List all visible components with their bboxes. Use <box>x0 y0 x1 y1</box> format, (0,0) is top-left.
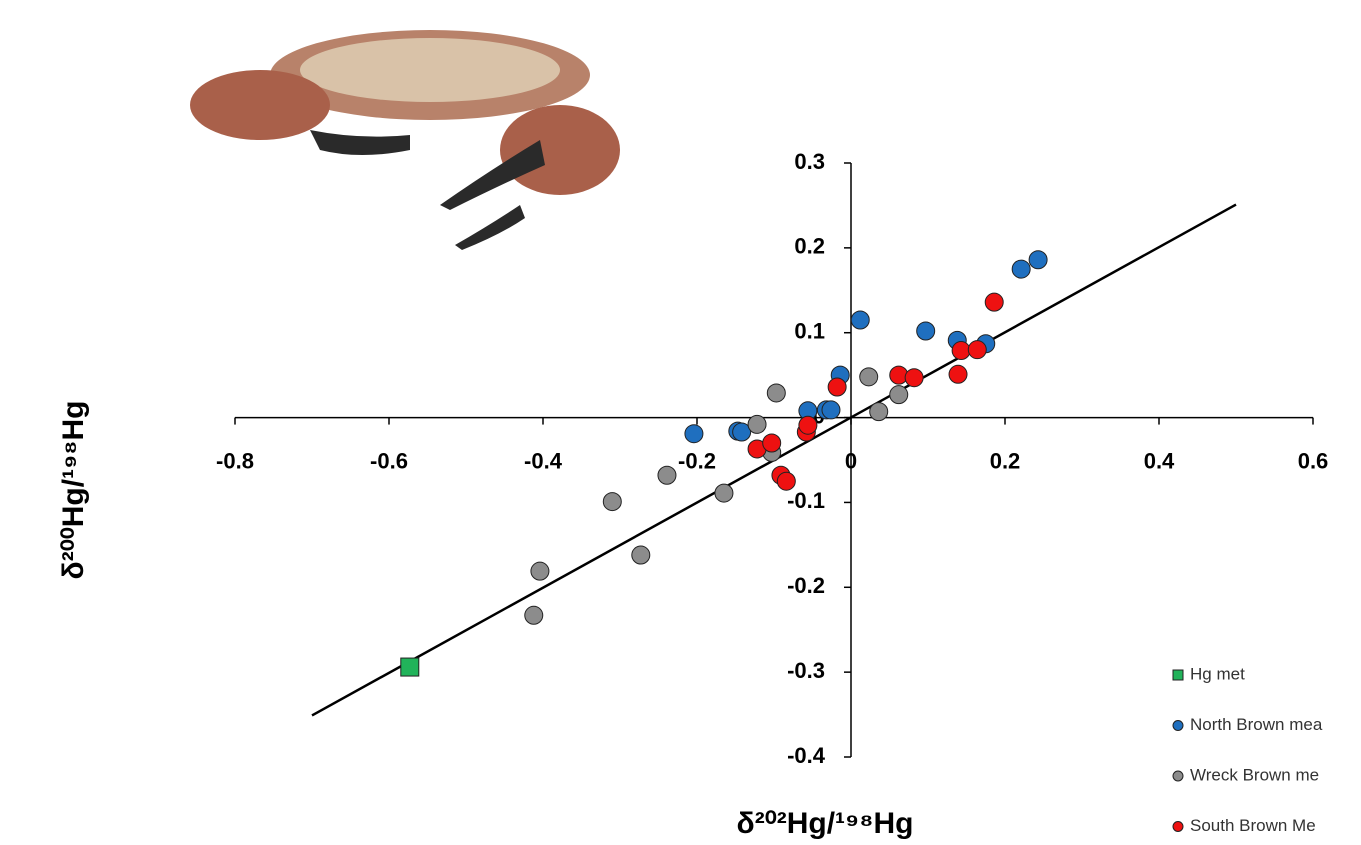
page: δ²⁰²Hg/¹⁹⁸Hg δ²⁰⁰Hg/¹⁹⁸Hg -0.8 -0.6 -0.4 -0… <box>0 0 1361 845</box>
data-point <box>401 658 419 676</box>
data-point <box>777 472 795 490</box>
x-tick-label: 0.4 <box>1144 448 1175 473</box>
y-tick-label: -0.1 <box>787 488 825 513</box>
data-point <box>949 365 967 383</box>
data-point <box>748 415 766 433</box>
data-point <box>851 311 869 329</box>
data-point <box>828 378 846 396</box>
data-point <box>715 484 733 502</box>
crab-illustration <box>190 30 620 250</box>
x-tick-label: -0.6 <box>370 448 408 473</box>
data-point <box>531 562 549 580</box>
x-tick-label: 0 <box>845 448 857 473</box>
data-point <box>890 386 908 404</box>
y-tick-label: 0.1 <box>794 319 825 344</box>
data-point <box>905 369 923 387</box>
data-point <box>763 434 781 452</box>
data-point <box>799 416 817 434</box>
data-point <box>917 322 935 340</box>
legend-label: Hg met <box>1190 664 1245 683</box>
y-tick-label: -0.4 <box>787 743 826 768</box>
y-tick-label: -0.2 <box>787 573 825 598</box>
data-point <box>632 546 650 564</box>
data-point <box>952 342 970 360</box>
legend-label: North Brown mea <box>1190 715 1323 734</box>
data-point <box>685 425 703 443</box>
legend-marker <box>1173 721 1183 731</box>
data-point <box>603 493 621 511</box>
y-tick-label: 0.3 <box>794 149 825 174</box>
data-point <box>985 293 1003 311</box>
legend-label: South Brown Me <box>1190 816 1316 835</box>
x-axis-label: δ²⁰²Hg/¹⁹⁸Hg <box>737 807 914 840</box>
data-point <box>870 403 888 421</box>
x-tick-label: -0.4 <box>524 448 563 473</box>
y-tick-label: 0.2 <box>794 234 825 259</box>
data-point <box>525 606 543 624</box>
legend-label: Wreck Brown me <box>1190 765 1319 784</box>
data-point <box>767 384 785 402</box>
x-tick-label: 0.6 <box>1298 448 1329 473</box>
data-point <box>1012 260 1030 278</box>
legend-marker <box>1173 670 1183 680</box>
y-axis-label: δ²⁰⁰Hg/¹⁹⁸Hg <box>57 401 90 580</box>
chart: δ²⁰²Hg/¹⁹⁸Hg δ²⁰⁰Hg/¹⁹⁸Hg -0.8 -0.6 -0.4 -0… <box>0 0 1361 845</box>
x-tick-label: -0.2 <box>678 448 716 473</box>
legend-marker <box>1173 771 1183 781</box>
data-point <box>658 466 676 484</box>
data-point <box>1029 251 1047 269</box>
y-tick-label: -0.3 <box>787 658 825 683</box>
legend-marker <box>1173 822 1183 832</box>
x-tick-label: -0.8 <box>216 448 254 473</box>
data-point <box>822 401 840 419</box>
data-point <box>968 341 986 359</box>
data-point <box>860 368 878 386</box>
x-tick-label: 0.2 <box>990 448 1021 473</box>
